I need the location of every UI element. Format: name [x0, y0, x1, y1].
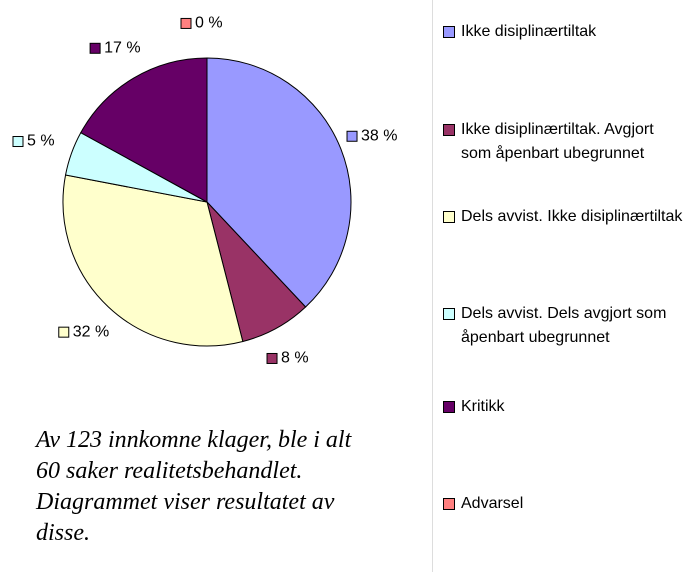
data-label: 8 %: [281, 350, 309, 367]
legend-swatch: [443, 498, 455, 510]
legend-label: Kritikk: [461, 398, 505, 415]
label-swatch: [89, 42, 101, 54]
legend-item: Kritikk: [443, 395, 688, 419]
pie-slice: [80, 57, 208, 203]
pie-slice: [206, 57, 352, 308]
legend-swatch: [443, 211, 455, 223]
legend-label: Ikke disiplinærtiltak: [461, 23, 597, 40]
data-label: 5 %: [27, 133, 55, 150]
label-swatch: [346, 130, 358, 142]
label-swatch: [266, 352, 278, 364]
data-label: 0 %: [195, 15, 223, 32]
legend-label: Ikke disiplinærtiltak. Avgjort som åpenb…: [461, 121, 654, 162]
caption: Av 123 innkomne klager, ble i alt 60 sak…: [36, 427, 352, 546]
data-label: 38 %: [361, 127, 397, 144]
data-label: 32 %: [73, 323, 109, 340]
pie-chart: 38 % 8 % 32 % 5 % 17 % 0 %: [12, 15, 397, 367]
data-label: 17 %: [104, 40, 140, 57]
legend-item: Ikke disiplinærtiltak. Avgjort som åpenb…: [443, 118, 688, 166]
legend-item: Dels avvist. Ikke disiplinærtiltak: [443, 205, 688, 229]
pie-slice: [62, 174, 244, 347]
legend-swatch: [443, 124, 455, 136]
legend-swatch: [443, 401, 455, 413]
label-swatch: [12, 136, 24, 148]
label-swatch: [180, 17, 192, 29]
label-swatch: [58, 326, 70, 338]
legend-item: Ikke disiplinærtiltak: [443, 20, 688, 44]
legend-item: Advarsel: [443, 492, 688, 516]
legend-label: Advarsel: [461, 495, 524, 512]
legend-item: Dels avvist. Dels avgjort som åpenbart u…: [443, 302, 688, 350]
legend-swatch: [443, 26, 455, 38]
legend: Ikke disiplinærtiltak Ikke disiplinærtilt…: [432, 0, 691, 572]
legend-label: Dels avvist. Dels avgjort som åpenbart u…: [461, 305, 667, 346]
legend-label: Dels avvist. Ikke disiplinærtiltak: [461, 208, 683, 225]
legend-swatch: [443, 308, 455, 320]
